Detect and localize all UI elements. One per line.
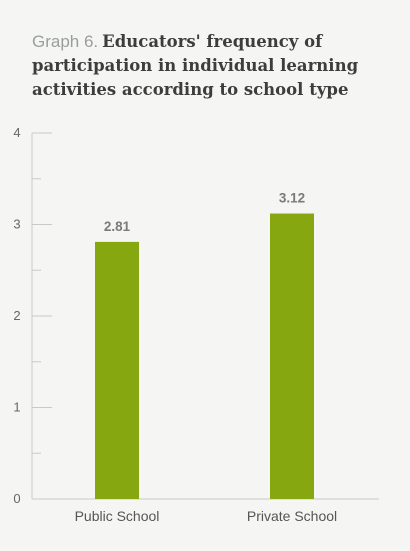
y-tick-label: 2 xyxy=(13,308,20,323)
y-tick-label: 3 xyxy=(13,217,20,232)
data-label: 3.12 xyxy=(279,191,305,206)
y-tick-label: 0 xyxy=(13,491,20,506)
data-label: 2.81 xyxy=(104,219,131,234)
labels: 0 1 2 3 4 2.81 Public School 3.12 Private School xyxy=(13,125,337,524)
bar xyxy=(95,241,139,499)
category-label: Private School xyxy=(247,508,337,524)
chart-title: Graph 6. Educators' frequency of partici… xyxy=(32,30,392,102)
y-tick-label: 4 xyxy=(13,125,20,140)
title-text: Educators' frequency of participation in… xyxy=(32,32,359,99)
category-label: Public School xyxy=(75,508,160,524)
bar xyxy=(270,213,314,499)
y-axis-ticks xyxy=(32,132,52,454)
title-prefix: Graph 6. xyxy=(32,32,99,51)
bars xyxy=(95,213,314,499)
y-tick-label: 1 xyxy=(13,400,20,415)
